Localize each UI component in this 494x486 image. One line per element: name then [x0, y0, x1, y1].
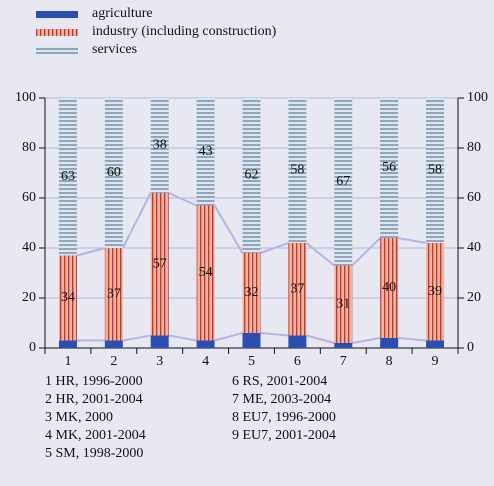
bar-segment — [150, 193, 169, 336]
y2-tick-label: 0 — [467, 340, 474, 355]
connector — [168, 192, 198, 207]
y-tick-label: 80 — [22, 140, 36, 155]
connector — [351, 237, 381, 267]
value-label: 37 — [107, 286, 121, 301]
bar-segment — [58, 255, 77, 341]
connector — [305, 242, 335, 267]
connector — [213, 204, 244, 254]
legend-label: agriculture — [92, 6, 153, 21]
bar-segment — [288, 335, 307, 348]
legend-label: industry (including construction) — [92, 24, 277, 39]
note: 2 HR, 2001-2004 — [45, 392, 143, 407]
bar-segment — [288, 243, 307, 336]
x-tick-label: 7 — [340, 354, 347, 369]
x-tick-label: 1 — [64, 354, 71, 369]
y-tick-label: 60 — [22, 190, 36, 205]
y-tick-label: 40 — [22, 240, 36, 255]
connector — [352, 337, 381, 344]
y-tick-label: 20 — [22, 290, 36, 305]
value-label: 58 — [428, 163, 442, 178]
value-label: 67 — [336, 174, 350, 189]
x-tick-label: 9 — [432, 354, 439, 369]
note: 8 EU7, 1996-2000 — [232, 410, 336, 425]
bar-segment — [150, 98, 169, 193]
note: 7 ME, 2003-2004 — [232, 392, 331, 407]
value-label: 54 — [199, 265, 213, 280]
y-tick-label: 100 — [15, 90, 36, 105]
bar-segment — [58, 98, 77, 256]
legend-swatch — [36, 11, 78, 18]
legend-swatch — [36, 47, 78, 54]
x-tick-label: 8 — [386, 354, 393, 369]
x-tick-label: 6 — [294, 354, 301, 369]
note: 3 MK, 2000 — [45, 410, 113, 425]
bar-segment — [334, 265, 353, 343]
bar-segment — [104, 248, 123, 341]
bar-segment — [334, 98, 353, 266]
note: 9 EU7, 2001-2004 — [232, 428, 336, 443]
value-label: 43 — [199, 144, 213, 159]
connector — [168, 334, 197, 342]
bar-segment — [196, 205, 215, 341]
connector — [306, 334, 335, 344]
note: 6 RS, 2001-2004 — [232, 374, 327, 389]
value-label: 37 — [290, 281, 304, 296]
value-label: 40 — [382, 280, 396, 295]
bar-segment — [150, 335, 169, 348]
bar-segment — [104, 98, 123, 248]
y-tick-label: 0 — [29, 340, 36, 355]
y2-tick-label: 20 — [467, 290, 481, 305]
value-label: 34 — [61, 290, 75, 305]
bar-segment — [380, 338, 399, 348]
note: 5 SM, 1998-2000 — [45, 446, 143, 461]
bar-segment — [426, 98, 445, 243]
connector — [122, 334, 151, 342]
y2-tick-label: 60 — [467, 190, 481, 205]
value-label: 32 — [245, 285, 259, 300]
connector — [214, 332, 243, 342]
value-label: 63 — [61, 169, 75, 184]
legend-swatch — [36, 29, 78, 36]
bar-segment — [196, 340, 215, 348]
connector — [121, 192, 152, 249]
bar-segment — [426, 340, 445, 348]
bar-segment — [288, 98, 307, 243]
value-label: 60 — [107, 165, 121, 180]
bar-segment — [242, 98, 261, 253]
y2-tick-label: 100 — [467, 90, 488, 105]
bar-segment — [426, 243, 445, 341]
bar-segment — [242, 333, 261, 348]
value-label: 58 — [290, 163, 304, 178]
bar-segment — [58, 340, 77, 348]
x-tick-label: 4 — [202, 354, 209, 369]
bar-segment — [380, 238, 399, 338]
bar-segment — [242, 253, 261, 333]
bar-segment — [334, 343, 353, 348]
connector — [397, 237, 427, 244]
value-label: 39 — [428, 284, 442, 299]
value-label: 31 — [336, 296, 350, 311]
connector — [76, 247, 106, 257]
x-tick-label: 2 — [110, 354, 117, 369]
note: 4 MK, 2001-2004 — [45, 428, 146, 443]
value-label: 56 — [382, 160, 396, 175]
value-label: 57 — [153, 256, 167, 271]
legend-label: services — [92, 42, 137, 57]
bar-segment — [380, 98, 399, 238]
x-tick-label: 5 — [248, 354, 255, 369]
x-tick-label: 3 — [156, 354, 163, 369]
connector — [260, 242, 289, 254]
connector — [260, 332, 289, 337]
note: 1 HR, 1996-2000 — [45, 374, 143, 389]
value-label: 62 — [245, 168, 259, 183]
bar-segment — [104, 340, 123, 348]
y2-tick-label: 80 — [467, 140, 481, 155]
bar-segment — [196, 98, 215, 206]
value-label: 38 — [153, 138, 167, 153]
y2-tick-label: 40 — [467, 240, 481, 255]
connector — [398, 337, 427, 342]
